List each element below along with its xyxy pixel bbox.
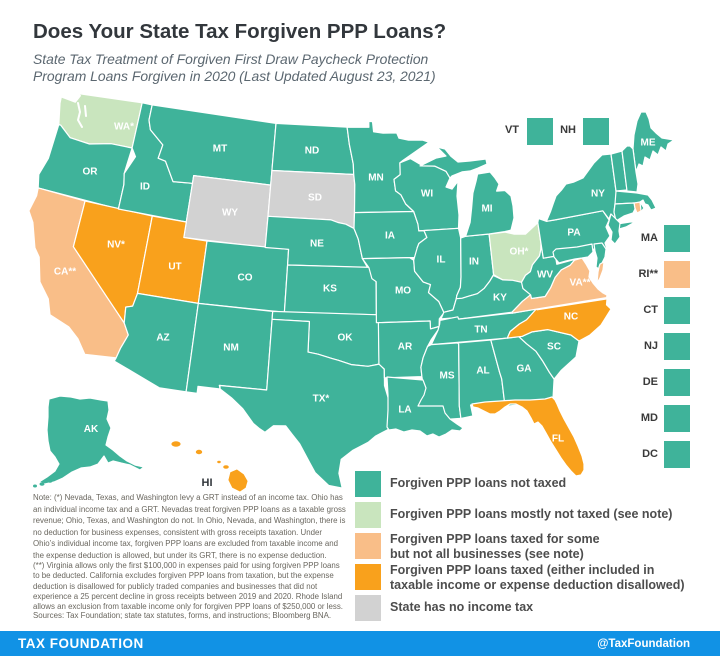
svg-text:NC: NC — [564, 312, 578, 323]
svg-text:OH*: OH* — [510, 247, 529, 258]
svg-text:SC: SC — [547, 342, 561, 353]
svg-text:AL: AL — [476, 366, 489, 377]
svg-text:UT: UT — [168, 262, 181, 273]
svg-text:IL: IL — [437, 255, 446, 266]
svg-text:KS: KS — [323, 284, 337, 295]
svg-text:WI: WI — [421, 189, 433, 200]
svg-text:FL: FL — [552, 434, 564, 445]
svg-text:AZ: AZ — [156, 333, 169, 344]
svg-text:ND: ND — [305, 146, 319, 157]
svg-text:OR: OR — [83, 167, 99, 178]
svg-text:NY: NY — [591, 189, 605, 200]
svg-text:MS: MS — [440, 371, 455, 382]
svg-text:WY: WY — [222, 208, 238, 219]
svg-text:IA: IA — [385, 231, 395, 242]
svg-text:SD: SD — [308, 193, 322, 204]
svg-text:NM: NM — [223, 343, 239, 354]
svg-text:MN: MN — [368, 173, 384, 184]
svg-text:MO: MO — [395, 286, 411, 297]
svg-text:LA: LA — [398, 405, 411, 416]
svg-text:WV: WV — [537, 270, 553, 281]
svg-text:AR: AR — [398, 342, 413, 353]
svg-text:WA*: WA* — [114, 122, 134, 133]
svg-text:MI: MI — [481, 204, 492, 215]
svg-text:CO: CO — [238, 273, 253, 284]
svg-text:TX*: TX* — [313, 394, 330, 405]
svg-text:GA: GA — [517, 364, 532, 375]
svg-text:VA**: VA** — [570, 278, 591, 289]
svg-text:PA: PA — [567, 228, 580, 239]
svg-text:MT: MT — [213, 144, 227, 155]
svg-text:NE: NE — [310, 239, 324, 250]
svg-text:KY: KY — [493, 293, 507, 304]
svg-text:ID: ID — [140, 182, 150, 193]
svg-text:AK: AK — [84, 424, 99, 435]
svg-text:HI: HI — [202, 477, 213, 489]
svg-text:ME: ME — [641, 138, 656, 149]
svg-text:OK: OK — [338, 333, 354, 344]
svg-text:TN: TN — [474, 325, 487, 336]
svg-text:CA**: CA** — [54, 267, 76, 278]
svg-text:IN: IN — [469, 257, 479, 268]
svg-text:NV*: NV* — [107, 240, 125, 251]
